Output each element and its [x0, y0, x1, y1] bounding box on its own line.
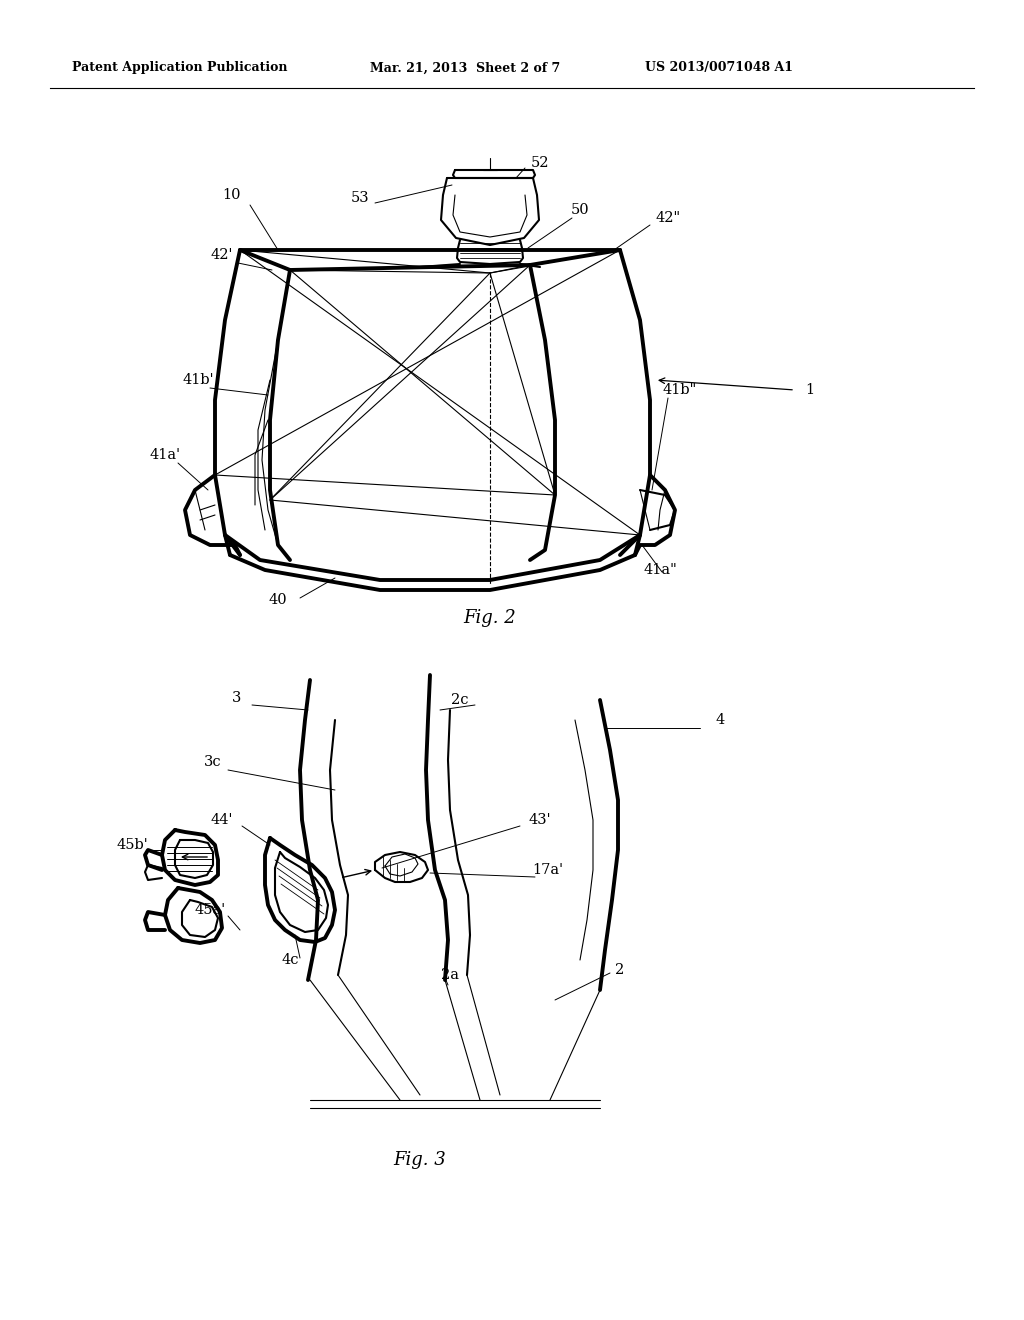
Text: 42': 42' — [211, 248, 233, 261]
Text: 2: 2 — [615, 964, 625, 977]
Text: 17a': 17a' — [532, 863, 563, 876]
Text: Patent Application Publication: Patent Application Publication — [72, 62, 288, 74]
Text: Fig. 3: Fig. 3 — [393, 1151, 446, 1170]
Text: Fig. 2: Fig. 2 — [464, 609, 516, 627]
Text: 3: 3 — [232, 690, 242, 705]
Text: Mar. 21, 2013  Sheet 2 of 7: Mar. 21, 2013 Sheet 2 of 7 — [370, 62, 560, 74]
Text: 45a': 45a' — [195, 903, 225, 917]
Text: 4c: 4c — [282, 953, 299, 968]
Text: US 2013/0071048 A1: US 2013/0071048 A1 — [645, 62, 793, 74]
Text: 45b': 45b' — [116, 838, 147, 851]
Text: 2c: 2c — [452, 693, 469, 708]
Text: 42": 42" — [655, 211, 681, 224]
Text: 3c: 3c — [204, 755, 222, 770]
Text: 41a": 41a" — [643, 564, 677, 577]
Text: 2a: 2a — [441, 968, 459, 982]
Text: 1: 1 — [806, 383, 814, 397]
Text: 50: 50 — [570, 203, 590, 216]
Text: 41b': 41b' — [182, 374, 214, 387]
Text: 43': 43' — [528, 813, 551, 828]
Text: 52: 52 — [530, 156, 549, 170]
Text: 40: 40 — [268, 593, 288, 607]
Text: 4: 4 — [716, 713, 725, 727]
Text: 53: 53 — [350, 191, 370, 205]
Text: 41a': 41a' — [150, 447, 180, 462]
Text: 10: 10 — [223, 187, 242, 202]
Text: 41b": 41b" — [663, 383, 697, 397]
Text: 44': 44' — [211, 813, 233, 828]
